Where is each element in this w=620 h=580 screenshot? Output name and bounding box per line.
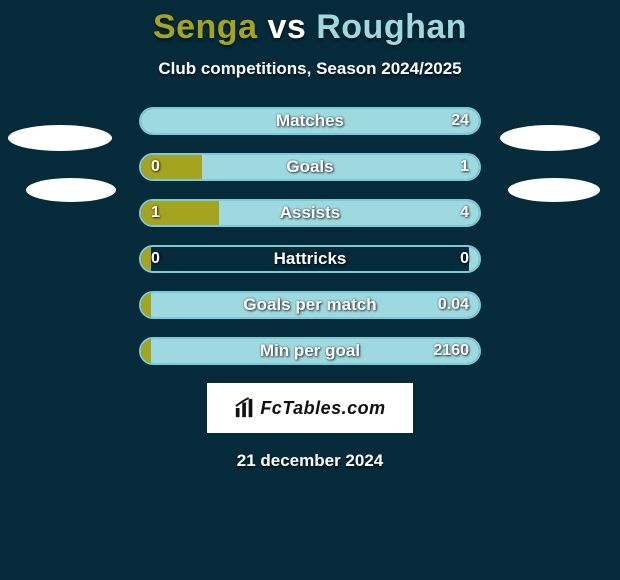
bars-icon — [234, 397, 256, 419]
stat-rows: 24Matches 01Goals 14Assists 00Hattricks 0.04… — [139, 107, 481, 365]
row-label: Hattricks — [141, 247, 479, 271]
decorative-oval — [500, 125, 600, 151]
player1-name: Senga — [153, 8, 258, 46]
brand-text: FcTables.com — [260, 398, 385, 419]
row-label: Assists — [141, 201, 479, 225]
decorative-oval — [508, 178, 600, 202]
player2-name: Roughan — [316, 8, 467, 46]
stat-row: 01Goals — [139, 153, 481, 181]
stat-row: 0.04Goals per match — [139, 291, 481, 319]
row-label: Goals per match — [141, 293, 479, 317]
stat-row: 00Hattricks — [139, 245, 481, 273]
decorative-oval — [8, 125, 112, 151]
row-label: Min per goal — [141, 339, 479, 363]
decorative-oval — [26, 178, 116, 202]
subtitle: Club competitions, Season 2024/2025 — [0, 59, 620, 79]
date-text: 21 december 2024 — [0, 451, 620, 471]
vs-text: vs — [267, 8, 306, 46]
stat-row: 14Assists — [139, 199, 481, 227]
stat-row: 24Matches — [139, 107, 481, 135]
row-label: Goals — [141, 155, 479, 179]
brand-box: FcTables.com — [207, 383, 413, 433]
stat-row: 2160Min per goal — [139, 337, 481, 365]
row-label: Matches — [141, 109, 479, 133]
page-title: Senga vs Roughan — [0, 0, 620, 47]
